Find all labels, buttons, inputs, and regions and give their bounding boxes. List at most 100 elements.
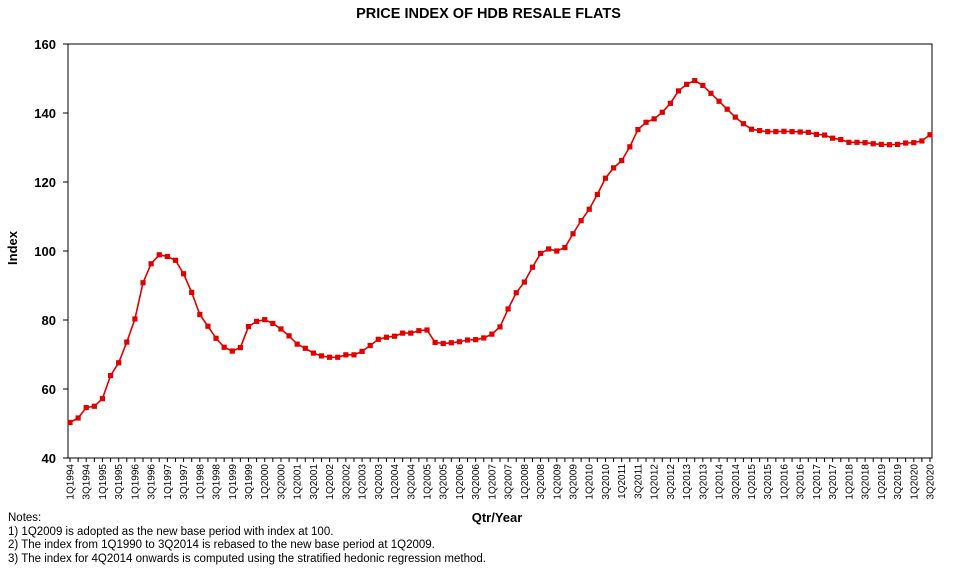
data-point xyxy=(700,82,706,88)
y-tick-label: 140 xyxy=(34,106,56,121)
x-tick-label: 1Q2002 xyxy=(325,464,336,500)
x-tick-label: 3Q2012 xyxy=(666,464,677,500)
chart-title: PRICE INDEX OF HDB RESALE FLATS xyxy=(356,6,621,22)
x-tick-label: 1Q2018 xyxy=(844,464,855,500)
data-point xyxy=(643,119,649,125)
data-point xyxy=(197,311,203,318)
x-tick-label: 3Q2009 xyxy=(569,464,580,500)
data-point xyxy=(830,135,836,141)
data-point xyxy=(473,337,479,343)
x-tick-label: 1Q2007 xyxy=(487,464,498,500)
data-point xyxy=(870,141,876,147)
data-point xyxy=(278,326,284,332)
x-tick-label: 1Q1995 xyxy=(98,464,109,500)
y-tick-label: 160 xyxy=(34,37,56,52)
x-tick-label: 3Q2001 xyxy=(309,464,320,500)
x-tick-label: 3Q2008 xyxy=(536,464,547,500)
data-point xyxy=(75,415,81,421)
data-point xyxy=(237,345,243,351)
x-tick-label: 3Q1994 xyxy=(82,464,93,500)
data-point xyxy=(432,339,438,346)
data-point xyxy=(254,318,260,324)
data-point xyxy=(789,129,795,135)
note-line: 1) 1Q2009 is adopted as the new base per… xyxy=(8,525,334,538)
x-tick-label: 3Q2000 xyxy=(276,464,287,500)
data-point xyxy=(367,342,373,349)
data-point xyxy=(602,175,609,181)
data-point xyxy=(148,261,154,267)
data-point xyxy=(537,250,544,257)
data-point xyxy=(635,126,641,133)
x-tick-label: 3Q2017 xyxy=(828,464,839,500)
data-point xyxy=(521,279,527,285)
data-point xyxy=(878,141,884,147)
x-tick-label: 1Q2009 xyxy=(552,464,563,500)
data-point xyxy=(619,158,625,164)
data-point xyxy=(408,330,414,336)
data-point xyxy=(310,350,316,356)
x-tick-label: 1Q2013 xyxy=(682,464,693,500)
x-tick-label: 3Q1997 xyxy=(179,464,190,500)
data-point xyxy=(578,218,584,224)
data-point xyxy=(773,129,779,135)
x-tick-label: 1Q1999 xyxy=(228,464,239,500)
data-point xyxy=(302,345,308,351)
y-tick-label: 100 xyxy=(34,244,56,259)
data-point xyxy=(513,290,519,296)
data-point xyxy=(116,360,122,366)
data-point xyxy=(919,138,925,144)
x-tick-label: 1Q2011 xyxy=(617,464,628,499)
data-point xyxy=(554,248,560,254)
x-tick-label: 1Q1998 xyxy=(195,464,206,500)
data-point xyxy=(805,129,811,135)
data-point xyxy=(440,340,446,347)
plot-area-frame xyxy=(67,43,933,459)
y-tick-label: 120 xyxy=(34,175,56,190)
note-line: 2) The index from 1Q1990 to 3Q2014 is re… xyxy=(8,539,435,551)
data-point xyxy=(464,337,471,343)
data-point xyxy=(570,231,576,237)
data-point xyxy=(335,354,341,360)
data-point xyxy=(724,106,730,112)
data-point xyxy=(659,109,665,115)
x-tick-label: 3Q2003 xyxy=(374,464,385,500)
y-axis-label: Index xyxy=(5,230,20,265)
data-point xyxy=(586,206,592,212)
data-point xyxy=(91,403,97,409)
x-tick-label: 1Q2008 xyxy=(520,464,531,500)
x-tick-label: 3Q2018 xyxy=(861,464,872,500)
x-tick-label: 3Q2019 xyxy=(893,464,904,500)
y-tick-label: 60 xyxy=(42,382,56,397)
series-layer xyxy=(67,77,933,426)
data-point xyxy=(765,129,771,135)
data-point xyxy=(797,129,803,135)
notes: Notes: 1) 1Q2009 is adopted as the new b… xyxy=(8,512,486,566)
data-point xyxy=(708,90,714,96)
data-point xyxy=(67,419,73,426)
data-point xyxy=(716,98,722,104)
x-tick-label: 1Q2003 xyxy=(358,464,369,500)
data-point xyxy=(813,131,820,137)
data-point xyxy=(172,257,179,263)
data-point xyxy=(448,340,454,346)
data-point xyxy=(854,139,860,145)
data-point xyxy=(107,372,114,379)
data-point xyxy=(497,324,503,330)
x-tick-label: 1Q2004 xyxy=(390,464,401,500)
x-tick-label: 3Q2007 xyxy=(504,464,515,500)
data-point xyxy=(286,333,292,339)
data-point xyxy=(894,141,901,147)
data-point xyxy=(343,352,349,358)
data-point xyxy=(748,126,755,132)
data-point xyxy=(351,352,357,358)
x-tick-label: 1Q2006 xyxy=(455,464,466,500)
data-point xyxy=(732,114,738,120)
data-point xyxy=(692,77,698,84)
x-axis-label: Qtr/Year xyxy=(472,510,523,525)
data-point xyxy=(667,100,673,106)
data-point xyxy=(651,116,657,122)
data-point xyxy=(164,253,170,260)
data-point xyxy=(383,334,390,340)
x-tick-label: 1Q2016 xyxy=(779,464,790,500)
x-tick-label: 3Q2002 xyxy=(341,464,352,500)
